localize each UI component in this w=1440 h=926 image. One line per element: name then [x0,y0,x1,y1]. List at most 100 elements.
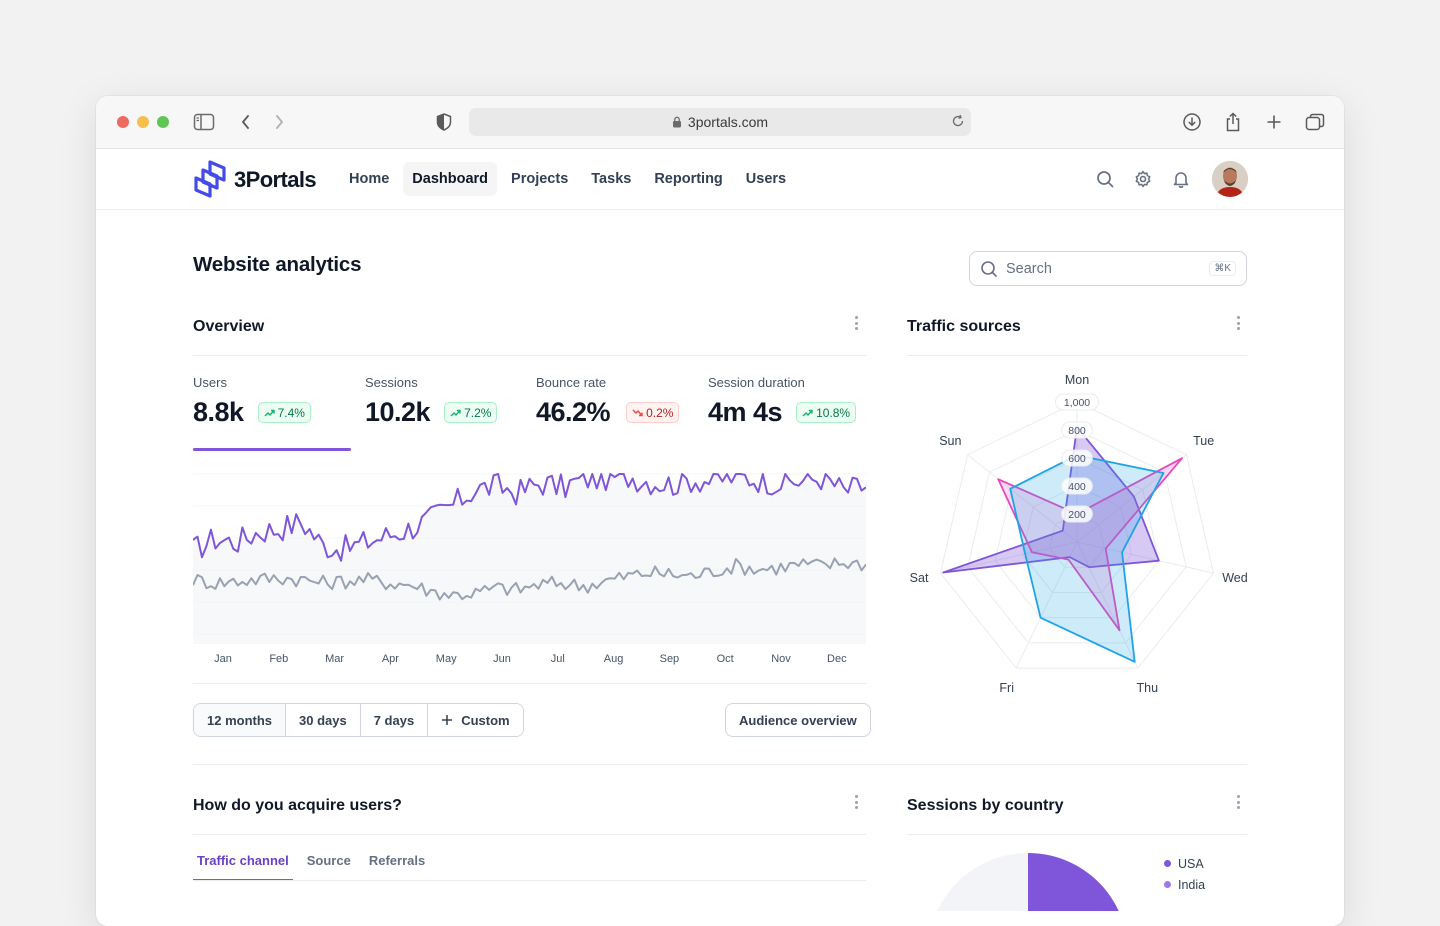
radar-axis-label: Fri [999,680,1014,695]
svg-text:200: 200 [1068,509,1086,521]
privacy-shield-icon[interactable] [432,110,456,134]
sessions-by-country-pie-chart [937,853,1119,911]
audience-overview-button[interactable]: Audience overview [725,703,871,737]
close-window-button[interactable] [117,116,129,128]
tab-overview-icon[interactable] [1303,110,1327,134]
sidebar-toggle-icon[interactable] [192,110,216,134]
sessions-by-country-title: Sessions by country [907,797,1064,814]
traffic-sources-divider [907,355,1247,356]
browser-window: 3portals.com 3Por [96,96,1344,926]
radar-spoke [1076,541,1139,669]
radar-axis-label: Thu [1136,680,1159,695]
new-tab-icon[interactable] [1262,110,1286,134]
x-tick-label: Mar [325,653,345,665]
search-placeholder: Search [1006,260,1052,277]
svg-text:600: 600 [1068,453,1086,465]
x-tick-label: May [435,653,457,665]
change-badge: 0.2% [626,402,680,423]
nav-item-reporting[interactable]: Reporting [654,171,723,187]
radar-series-2 [997,457,1183,632]
legend-dot [1164,860,1171,867]
x-tick-label: Feb [269,653,289,665]
radar-axis-label: Sun [939,433,962,448]
tab-traffic-channel[interactable]: Traffic channel [193,853,293,881]
page-title: Website analytics [193,253,362,276]
back-icon[interactable] [234,110,258,134]
reload-icon[interactable] [951,114,965,131]
search-input[interactable]: Search ⌘K [969,251,1247,286]
legend-item: India [1164,874,1205,895]
stat-sessions[interactable]: Sessions 10.2k 7.2% [365,375,498,428]
selected-stat-indicator [193,448,351,451]
radar-series-3 [1009,454,1165,663]
nav-item-tasks[interactable]: Tasks [591,171,632,187]
radial-tick-label: 1,000 [1055,393,1099,411]
range-7-days-button[interactable]: 7 days [360,704,429,736]
traffic-sources-more-icon[interactable] [1230,314,1246,332]
x-tick-label: Oct [716,653,734,665]
x-tick-label: Apr [381,653,399,665]
nav-item-dashboard[interactable]: Dashboard [403,162,498,196]
radial-tick-label: 400 [1061,477,1093,495]
svg-text:1,000: 1,000 [1064,397,1090,409]
change-value: 7.4% [277,405,305,420]
overview-title: Overview [193,318,265,335]
radial-tick-label: 600 [1061,449,1093,467]
range-custom-button[interactable]: Custom [428,704,523,736]
radar-spoke [1015,541,1078,669]
nav-item-users[interactable]: Users [745,171,787,187]
trend-up-icon [802,409,813,416]
logo[interactable]: 3Portals [192,160,317,200]
acquisition-more-icon[interactable] [848,793,864,811]
range-12-months-button[interactable]: 12 months [194,704,287,736]
radial-tick-label: 200 [1061,505,1093,523]
minimize-window-button[interactable] [137,116,149,128]
acquisition-divider [193,834,866,835]
stat-value: 4m 4s [708,397,783,427]
downloads-icon[interactable] [1180,110,1204,134]
share-icon[interactable] [1221,110,1245,134]
stat-value: 10.2k [365,397,431,427]
user-avatar[interactable] [1212,161,1248,197]
tab-source[interactable]: Source [306,853,351,868]
stat-users[interactable]: Users 8.8k 7.4% [193,375,311,428]
series-line-2 [193,557,866,601]
range-30-days-button[interactable]: 30 days [286,704,361,736]
forward-icon[interactable] [267,110,291,134]
radar-axis-label: Sat [909,571,929,586]
tab-referrals[interactable]: Referrals [368,853,426,868]
stat-bounce-rate[interactable]: Bounce rate 46.2% 0.2% [536,375,680,428]
radar-spoke [967,454,1078,543]
radar-grid-ring [939,401,1215,669]
stat-label: Users [193,375,227,390]
overview-divider [193,355,866,356]
search-icon[interactable] [1093,167,1117,191]
sessions-by-country-divider [907,834,1247,835]
chart-divider [193,683,866,684]
app-header: 3Portals Home Dashboard Projects Tasks R… [96,150,1344,210]
notifications-bell-icon[interactable] [1169,167,1193,191]
stat-value: 8.8k [193,397,244,427]
change-value: 7.2% [464,405,492,420]
nav-item-projects[interactable]: Projects [511,171,569,187]
overview-more-icon[interactable] [848,314,864,332]
radial-tick-label: 800 [1061,421,1093,439]
logo-text: 3Portals [234,167,317,192]
zoom-window-button[interactable] [157,116,169,128]
plus-icon [442,715,453,725]
address-bar[interactable]: 3portals.com [469,108,971,136]
radar-spoke [1076,541,1214,574]
svg-text:800: 800 [1068,425,1086,437]
logo-mark-icon [194,160,226,198]
change-value: 0.2% [646,405,674,420]
settings-gear-icon[interactable] [1131,167,1155,191]
stat-session-duration[interactable]: Session duration 4m 4s 10.8% [708,375,857,428]
radar-axis-label: Wed [1222,571,1248,586]
traffic-sources-radar-chart: 200 400 600 800 1,000 [939,393,1215,669]
acquisition-title: How do you acquire users? [193,797,402,814]
change-badge: 7.4% [257,402,311,423]
x-tick-label: Jun [493,653,511,665]
sessions-by-country-more-icon[interactable] [1230,793,1246,811]
nav-item-home[interactable]: Home [349,171,390,187]
radar-spoke [940,541,1078,574]
